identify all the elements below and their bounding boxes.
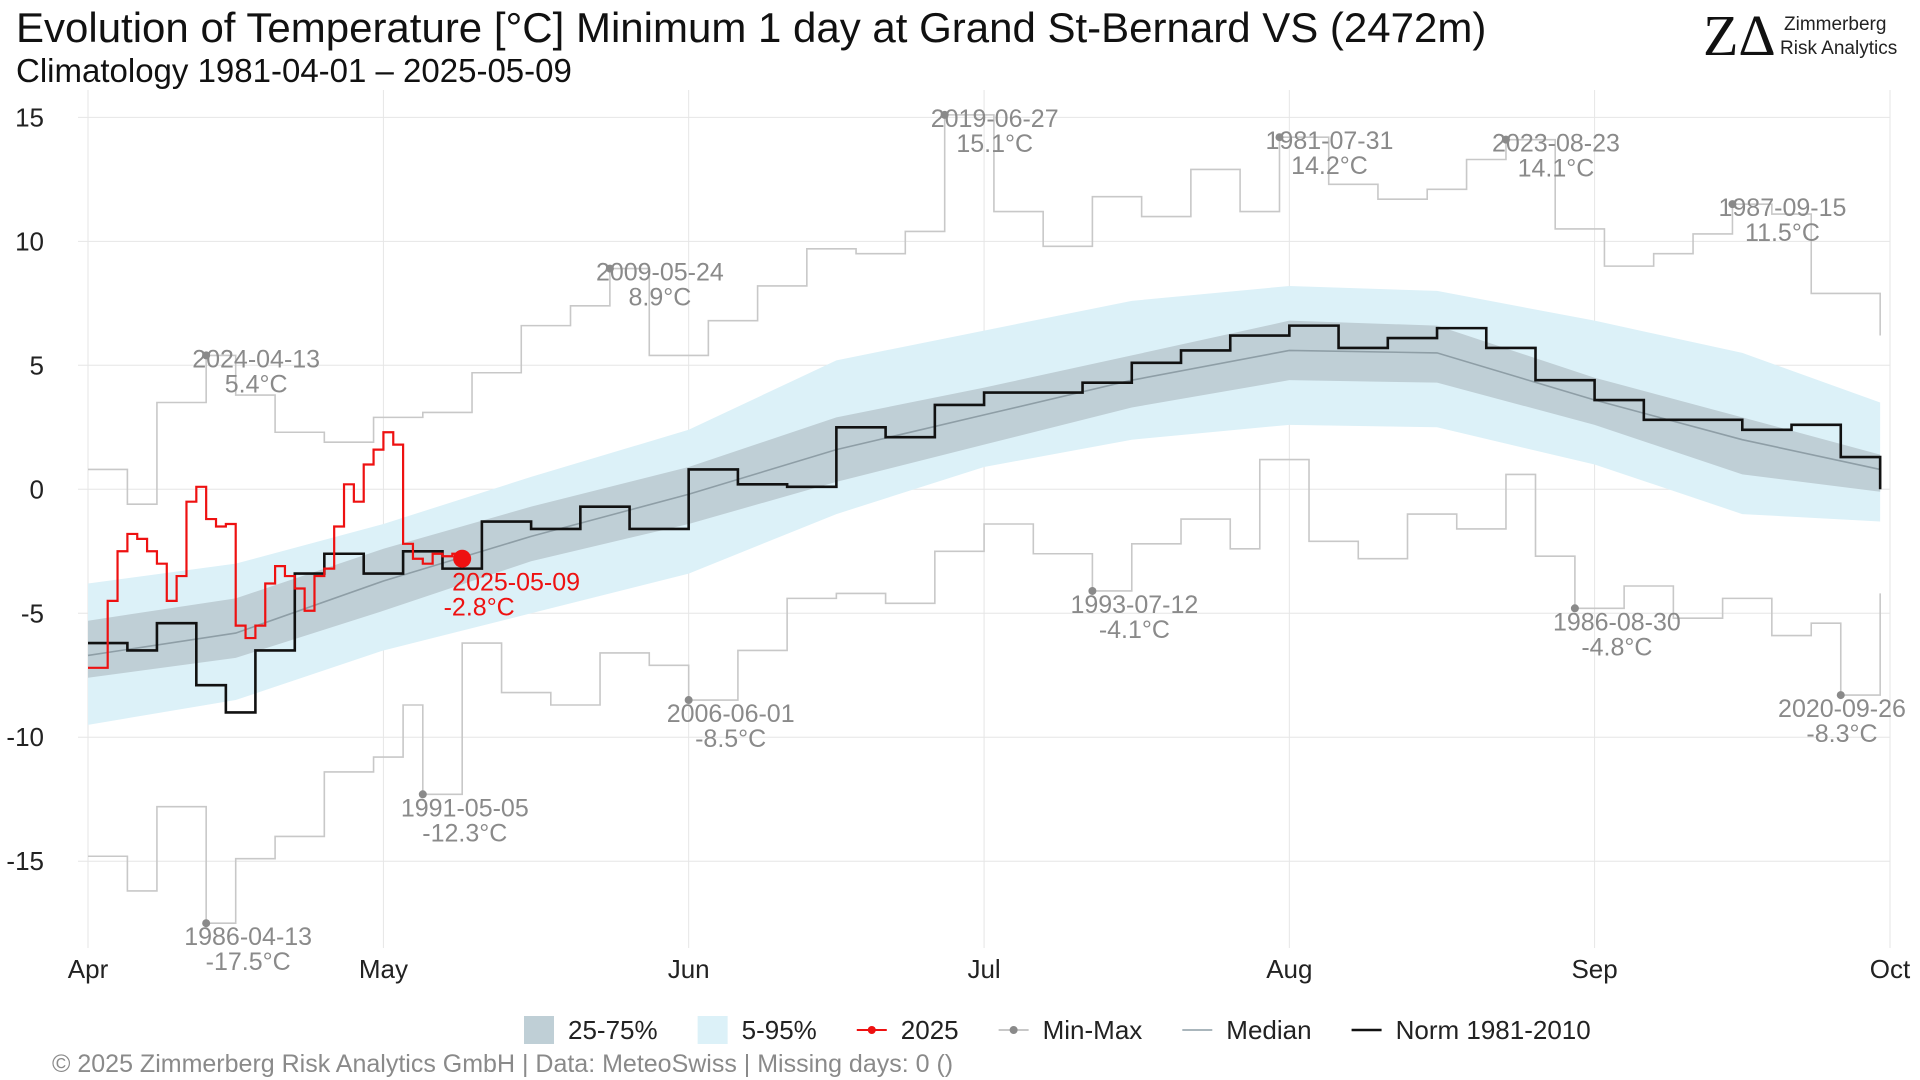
company-logo: ZΔ Zimmerberg Risk Analytics bbox=[1703, 3, 1897, 68]
chart-title: Evolution of Temperature [°C] Minimum 1 … bbox=[16, 4, 1486, 51]
y-tick-label: 5 bbox=[30, 350, 44, 380]
x-tick-label: Apr bbox=[68, 954, 109, 984]
min-line bbox=[88, 458, 1881, 925]
record-date-label: 2009-05-24 bbox=[596, 259, 724, 287]
record-date-label: 2023-08-23 bbox=[1492, 130, 1620, 158]
legend-swatch-dot bbox=[867, 1026, 876, 1034]
current-date-label: 2025-05-09 bbox=[452, 569, 580, 597]
y-tick-label: 0 bbox=[30, 474, 44, 504]
norm-line bbox=[88, 324, 1882, 714]
y-tick-label: -5 bbox=[21, 598, 44, 628]
current-year-line bbox=[88, 431, 464, 669]
record-value-label: 14.1°C bbox=[1518, 155, 1595, 183]
record-value-label: 5.4°C bbox=[225, 370, 288, 398]
record-value-label: -12.3°C bbox=[422, 819, 507, 847]
record-value-label: -4.1°C bbox=[1099, 616, 1170, 644]
legend-label: Norm 1981-2010 bbox=[1396, 1015, 1591, 1045]
x-tick-label: Oct bbox=[1870, 954, 1911, 984]
record-point bbox=[202, 919, 211, 928]
record-point bbox=[418, 790, 427, 799]
record-date-label: 1986-04-13 bbox=[184, 923, 312, 951]
record-date-label: 2006-06-01 bbox=[667, 700, 795, 728]
record-point bbox=[605, 264, 614, 273]
record-date-label: 2020-09-26 bbox=[1778, 695, 1906, 723]
footer-credits: © 2025 Zimmerberg Risk Analytics GmbH | … bbox=[52, 1050, 953, 1078]
record-value-label: -4.8°C bbox=[1581, 633, 1652, 661]
record-value-label: 14.2°C bbox=[1291, 152, 1368, 180]
series-lines bbox=[87, 114, 1882, 925]
logo-mark: ZΔ bbox=[1703, 3, 1776, 68]
axis-tick-labels: -15 -10 -5 0 5 10 15 Apr May Jun Jul Aug Sep Oct bbox=[6, 102, 1911, 984]
record-value-label: 11.5°C bbox=[1745, 219, 1820, 247]
legend-swatch bbox=[697, 1016, 728, 1044]
x-tick-label: May bbox=[359, 954, 408, 984]
legend-label: 5-95% bbox=[742, 1015, 817, 1045]
y-tick-label: -15 bbox=[6, 846, 44, 876]
record-date-label: 1987-09-15 bbox=[1719, 194, 1847, 222]
legend: 25-75% 5-95% 2025 Min-Max Median Norm 1981-20… bbox=[524, 1015, 1591, 1045]
record-date-label: 1991-05-05 bbox=[401, 794, 529, 822]
x-tick-label: Jun bbox=[668, 954, 710, 984]
record-date-label: 2024-04-13 bbox=[192, 345, 320, 373]
y-tick-label: 15 bbox=[15, 102, 44, 132]
record-point bbox=[684, 696, 693, 705]
record-value-label: -17.5°C bbox=[206, 948, 291, 976]
chart-subtitle: Climatology 1981-04-01 – 2025-05-09 bbox=[16, 52, 572, 89]
x-tick-label: Aug bbox=[1266, 954, 1312, 984]
record-point bbox=[1728, 200, 1737, 209]
record-point bbox=[1088, 586, 1097, 595]
record-value-label: -8.3°C bbox=[1806, 720, 1877, 748]
legend-label: Min-Max bbox=[1043, 1015, 1143, 1045]
current-value-label: -2.8°C bbox=[444, 594, 515, 622]
legend-label: 2025 bbox=[901, 1015, 959, 1045]
y-tick-label: 10 bbox=[15, 226, 44, 256]
x-tick-label: Jul bbox=[967, 954, 1000, 984]
record-point bbox=[1275, 133, 1284, 142]
record-point bbox=[202, 351, 211, 360]
legend-swatch-dot bbox=[1009, 1026, 1018, 1034]
current-point bbox=[453, 549, 472, 568]
record-date-label: 1993-07-12 bbox=[1070, 591, 1198, 619]
x-tick-label: Sep bbox=[1571, 954, 1617, 984]
record-value-label: 15.1°C bbox=[956, 130, 1033, 158]
record-value-label: -8.5°C bbox=[695, 725, 766, 753]
record-value-label: 8.9°C bbox=[628, 284, 691, 312]
record-point bbox=[1501, 135, 1510, 144]
band-5-95 bbox=[88, 285, 1881, 725]
legend-swatch bbox=[524, 1016, 554, 1044]
legend-label: Median bbox=[1226, 1015, 1311, 1045]
record-date-label: 1986-08-30 bbox=[1553, 608, 1681, 636]
logo-line-2: Risk Analytics bbox=[1780, 38, 1897, 59]
logo-line-1: Zimmerberg bbox=[1784, 14, 1886, 35]
grid bbox=[78, 90, 1891, 948]
record-point bbox=[940, 110, 949, 119]
legend-label: 25-75% bbox=[568, 1015, 658, 1045]
record-point bbox=[1836, 691, 1845, 700]
record-annotations: 2024-04-135.4°C 2009-05-248.9°C 2019-06-27… bbox=[184, 105, 1906, 976]
record-date-label: 2019-06-27 bbox=[931, 105, 1059, 133]
record-date-label: 1981-07-31 bbox=[1266, 127, 1394, 155]
y-tick-label: -10 bbox=[6, 722, 44, 752]
max-line bbox=[88, 114, 1881, 505]
record-point bbox=[1570, 604, 1579, 613]
